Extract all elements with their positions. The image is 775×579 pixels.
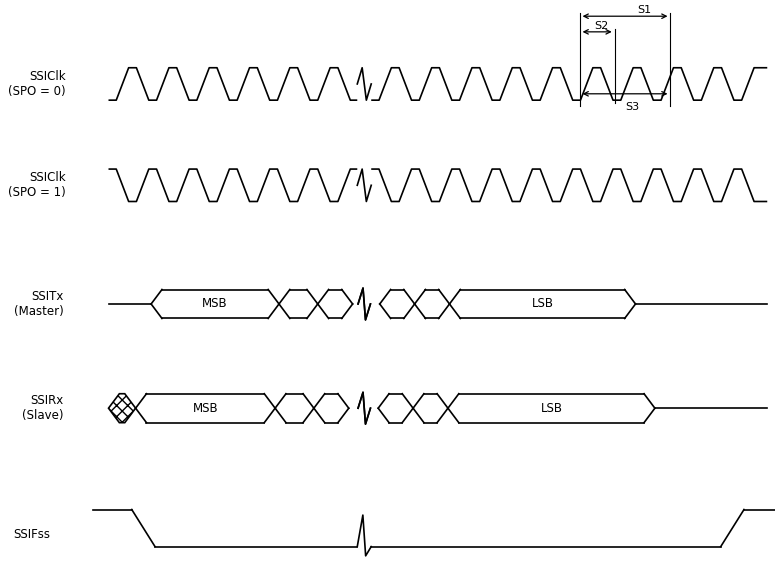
Text: LSB: LSB [532,298,553,310]
Text: S3: S3 [625,102,640,112]
Text: SSIFss: SSIFss [13,529,50,541]
Text: S2: S2 [594,21,608,31]
Polygon shape [109,394,136,423]
Text: SSIClk
(SPO = 0): SSIClk (SPO = 0) [9,70,66,98]
Text: SSITx
(Master): SSITx (Master) [14,290,64,318]
Text: MSB: MSB [202,298,228,310]
Text: LSB: LSB [540,402,563,415]
Text: S1: S1 [637,5,652,15]
Text: MSB: MSB [192,402,219,415]
Text: SSIClk
(SPO = 1): SSIClk (SPO = 1) [8,171,66,199]
Text: SSIRx
(Slave): SSIRx (Slave) [22,394,64,422]
